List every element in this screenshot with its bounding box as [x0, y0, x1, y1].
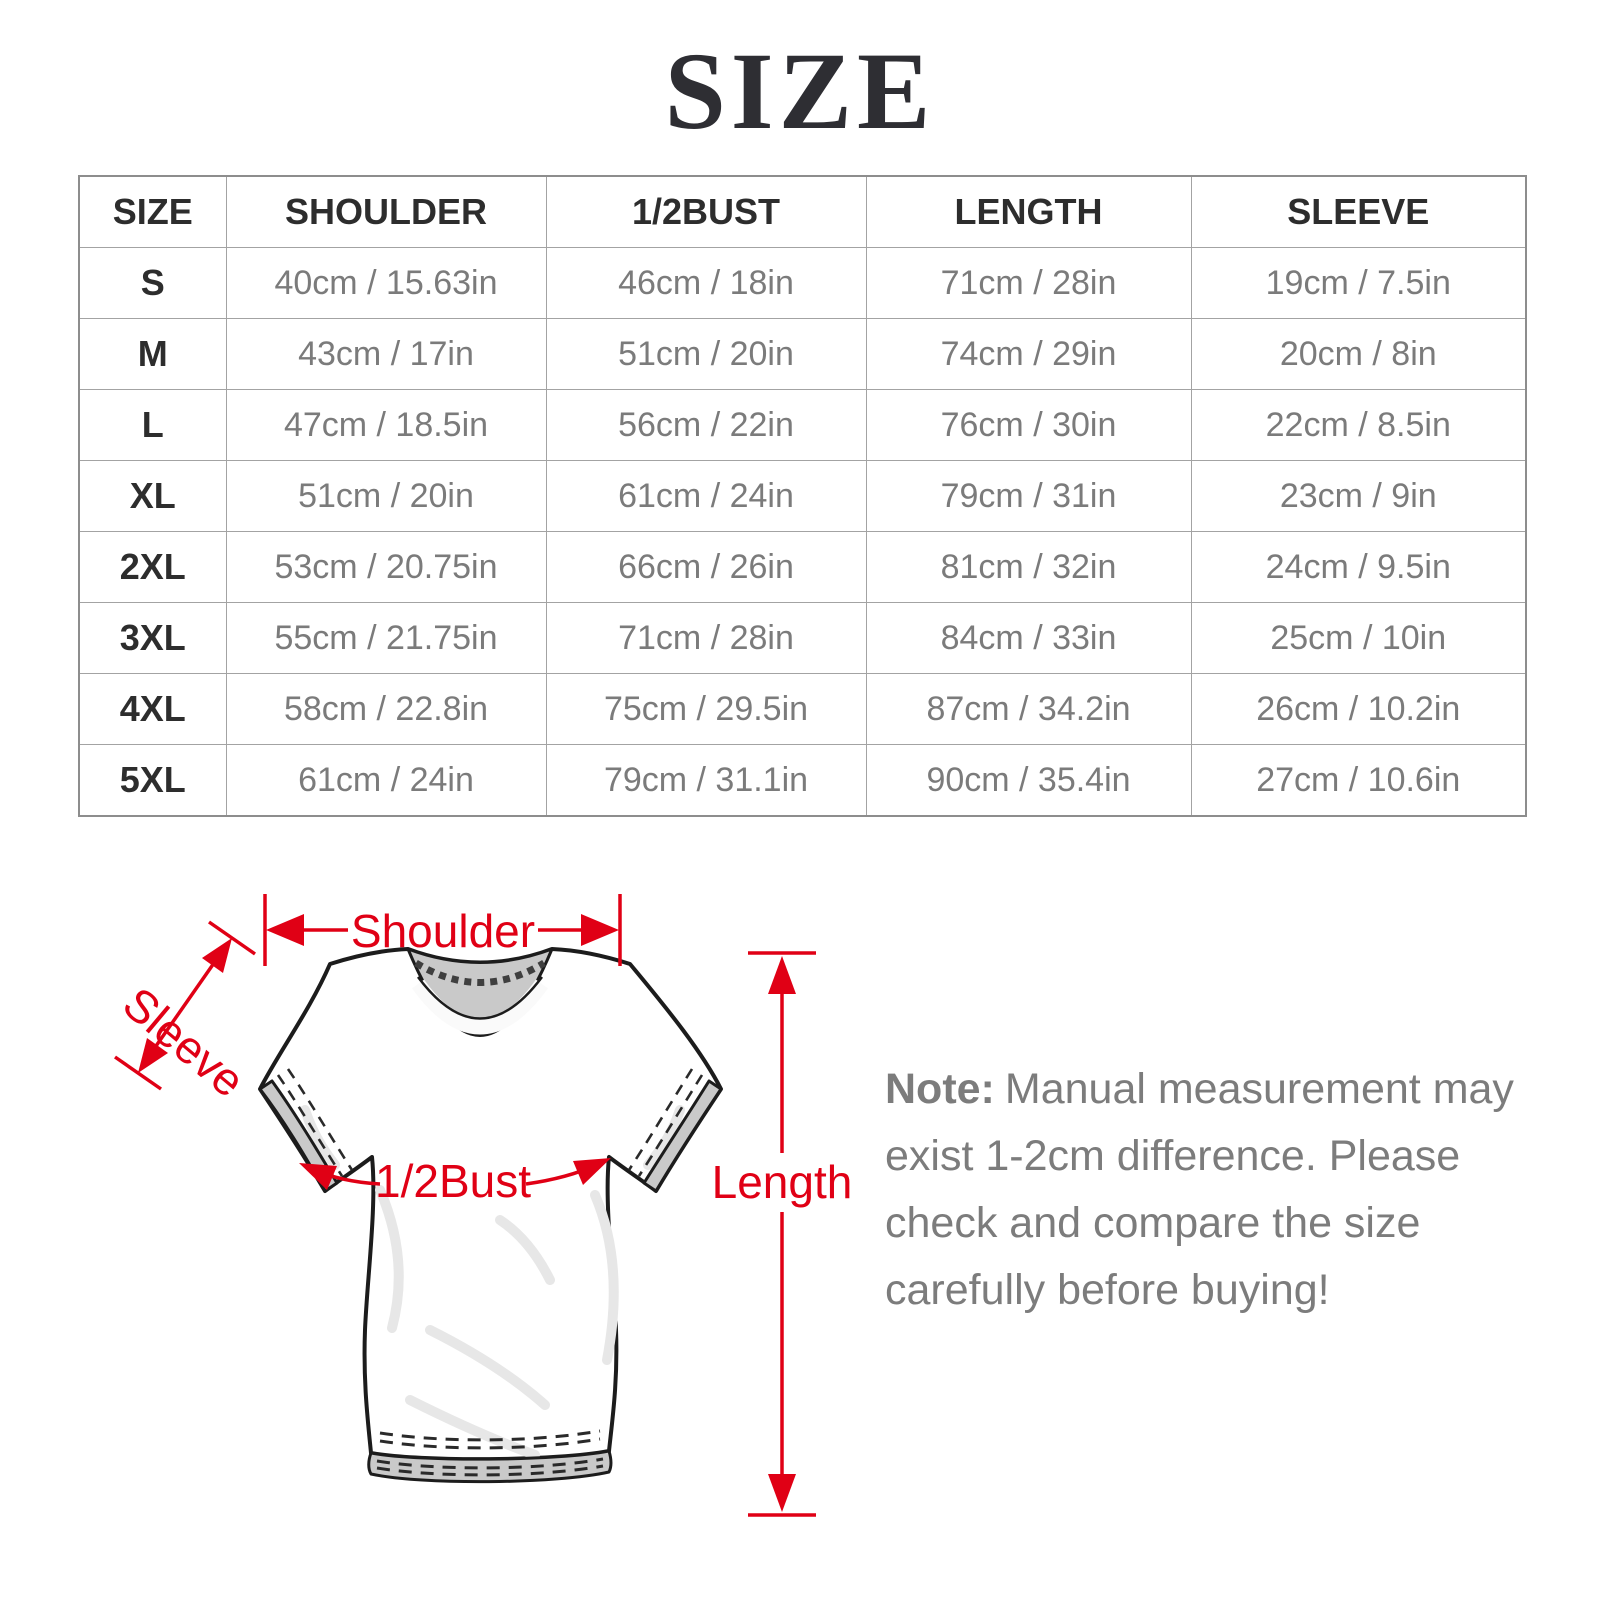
- sleeve-arrow: Sleeve: [113, 920, 256, 1107]
- right-sleeve-hem: [627, 1068, 723, 1193]
- shoulder-cell: 40cm / 15.63in: [225, 247, 547, 319]
- shoulder-cell: 61cm / 24in: [225, 744, 547, 817]
- shoulder-label: Shoulder: [351, 905, 535, 957]
- half-bust-cell: 71cm / 28in: [545, 602, 867, 674]
- col-header-size: SIZE: [78, 175, 227, 248]
- shoulder-cell: 43cm / 17in: [225, 318, 547, 390]
- sleeve-cell: 25cm / 10in: [1190, 602, 1527, 674]
- half-bust-cell: 66cm / 26in: [545, 531, 867, 603]
- sleeve-label: Sleeve: [113, 977, 254, 1107]
- shoulder-cell: 55cm / 21.75in: [225, 602, 547, 674]
- bottom-hem: [367, 1429, 613, 1484]
- sleeve-cell: 20cm / 8in: [1190, 318, 1527, 390]
- half-bust-cell: 79cm / 31.1in: [545, 744, 867, 817]
- half-bust-cell: 51cm / 20in: [545, 318, 867, 390]
- length-label: Length: [712, 1156, 853, 1208]
- note-label: Note:: [885, 1065, 995, 1113]
- sleeve-cell: 24cm / 9.5in: [1190, 531, 1527, 603]
- length-cell: 76cm / 30in: [865, 389, 1192, 461]
- half-bust-cell: 61cm / 24in: [545, 460, 867, 532]
- table-row: 3XL 55cm / 21.75in 71cm / 28in 84cm / 33in 2…: [78, 602, 1527, 674]
- length-cell: 74cm / 29in: [865, 318, 1192, 390]
- size-table-body: S 40cm / 15.63in 46cm / 18in 71cm / 28in 19c…: [78, 247, 1527, 817]
- size-cell: S: [78, 247, 227, 319]
- shoulder-cell: 58cm / 22.8in: [225, 673, 547, 745]
- size-cell: XL: [78, 460, 227, 532]
- note-text: Manual measurement may exist 1-2cm diffe…: [885, 1065, 1514, 1314]
- col-header-sleeve: SLEEVE: [1190, 175, 1527, 248]
- page-title: SIZE: [664, 30, 936, 152]
- table-row: XL 51cm / 20in 61cm / 24in 79cm / 31in 23cm …: [78, 460, 1527, 532]
- size-cell: 4XL: [78, 673, 227, 745]
- tshirt-illustration: [258, 947, 723, 1484]
- shoulder-cell: 47cm / 18.5in: [225, 389, 547, 461]
- collar: [406, 947, 554, 1037]
- col-header-shoulder: SHOULDER: [225, 175, 547, 248]
- table-row: S 40cm / 15.63in 46cm / 18in 71cm / 28in 19c…: [78, 247, 1527, 319]
- half-bust-label: 1/2Bust: [375, 1155, 531, 1207]
- half-bust-cell: 56cm / 22in: [545, 389, 867, 461]
- sleeve-cell: 26cm / 10.2in: [1190, 673, 1527, 745]
- length-cell: 81cm / 32in: [865, 531, 1192, 603]
- size-table-header: SIZE SHOULDER 1/2BUST LENGTH SLEEVE: [78, 175, 1527, 248]
- col-header-halfbust: 1/2BUST: [545, 175, 867, 248]
- header-row: SIZE SHOULDER 1/2BUST LENGTH SLEEVE: [78, 175, 1527, 248]
- table-row: L 47cm / 18.5in 56cm / 22in 76cm / 30in 22cm…: [78, 389, 1527, 461]
- half-bust-arrow: 1/2Bust: [299, 1155, 611, 1207]
- length-cell: 87cm / 34.2in: [865, 673, 1192, 745]
- col-header-length: LENGTH: [865, 175, 1192, 248]
- size-table: SIZE SHOULDER 1/2BUST LENGTH SLEEVE S 40c…: [78, 175, 1527, 817]
- table-row: 5XL 61cm / 24in 79cm / 31.1in 90cm / 35.4in…: [78, 744, 1527, 817]
- table-row: 2XL 53cm / 20.75in 66cm / 26in 81cm / 32in 2…: [78, 531, 1527, 603]
- sleeve-cell: 19cm / 7.5in: [1190, 247, 1527, 319]
- sleeve-cell: 27cm / 10.6in: [1190, 744, 1527, 817]
- left-sleeve-hem: [258, 1068, 354, 1193]
- length-cell: 71cm / 28in: [865, 247, 1192, 319]
- sleeve-cell: 22cm / 8.5in: [1190, 389, 1527, 461]
- table-row: 4XL 58cm / 22.8in 75cm / 29.5in 87cm / 34.2…: [78, 673, 1527, 745]
- measurement-note: Note: Manual measurement may exist 1-2cm …: [885, 1056, 1540, 1324]
- length-cell: 84cm / 33in: [865, 602, 1192, 674]
- length-cell: 79cm / 31in: [865, 460, 1192, 532]
- length-arrow: Length: [712, 951, 853, 1517]
- wrinkle-lines: [300, 1105, 685, 1460]
- half-bust-cell: 46cm / 18in: [545, 247, 867, 319]
- half-bust-cell: 75cm / 29.5in: [545, 673, 867, 745]
- shoulder-arrow: Shoulder: [263, 894, 622, 966]
- size-cell: L: [78, 389, 227, 461]
- shoulder-cell: 53cm / 20.75in: [225, 531, 547, 603]
- shoulder-cell: 51cm / 20in: [225, 460, 547, 532]
- size-cell: 5XL: [78, 744, 227, 817]
- size-cell: M: [78, 318, 227, 390]
- measurement-diagram: Shoulder Sleeve 1/2Bust Length: [80, 860, 900, 1560]
- table-row: M 43cm / 17in 51cm / 20in 74cm / 29in 20cm /…: [78, 318, 1527, 390]
- length-cell: 90cm / 35.4in: [865, 744, 1192, 817]
- size-cell: 3XL: [78, 602, 227, 674]
- sleeve-cell: 23cm / 9in: [1190, 460, 1527, 532]
- size-cell: 2XL: [78, 531, 227, 603]
